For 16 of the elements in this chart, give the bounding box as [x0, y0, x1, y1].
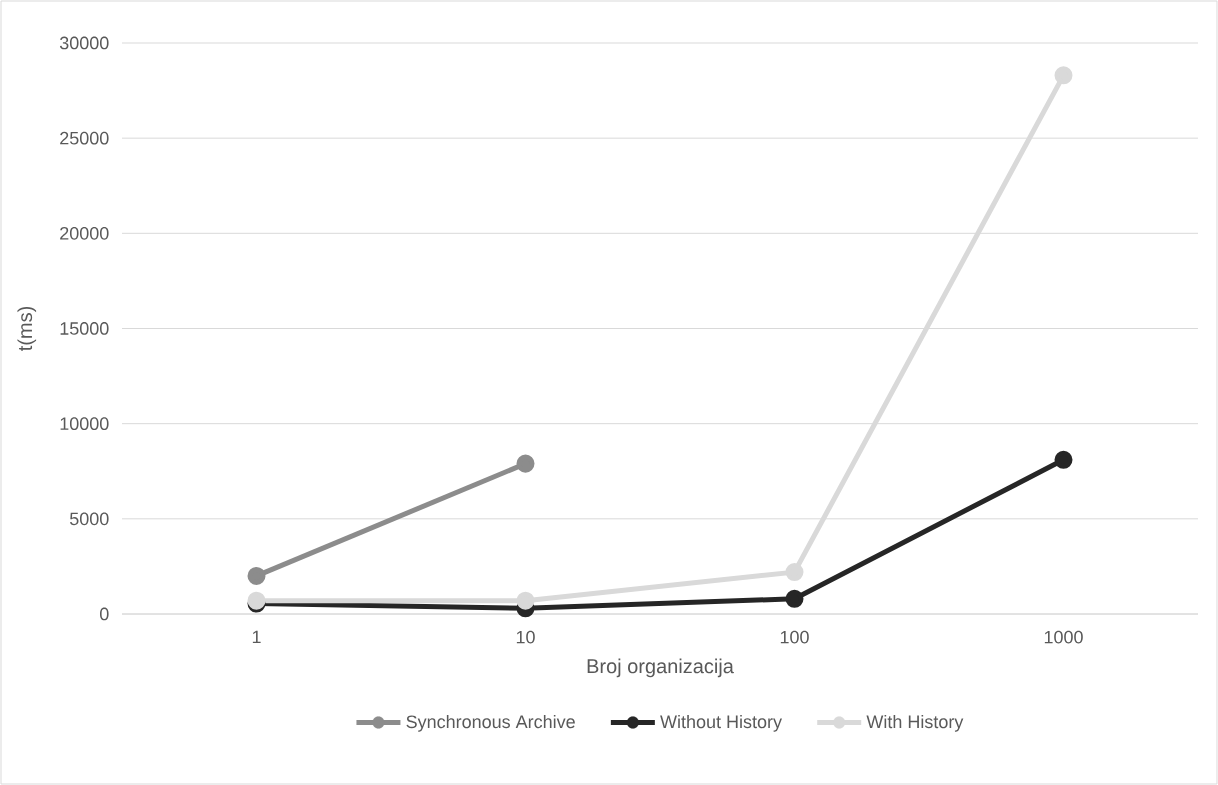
x-tick-label: 1: [252, 630, 261, 644]
y-tick-label: 30000: [59, 36, 109, 50]
x-axis-title: Broj organizacija: [587, 658, 734, 678]
y-tick-label: 25000: [60, 131, 109, 145]
x-tick-label: 10: [516, 630, 535, 644]
y-tick-label: 0: [100, 607, 109, 621]
y-tick-label: 15000: [60, 322, 109, 335]
legend-label: Without History: [660, 714, 782, 732]
legend-label: Synchronous Archive: [406, 714, 575, 732]
y-tick-label: 20000: [60, 226, 109, 240]
x-tick-label: 100: [780, 630, 809, 644]
legend-label: With History: [866, 714, 964, 732]
y-tick-label: 10000: [60, 417, 109, 431]
y-tick-label: 5000: [69, 512, 109, 526]
y-axis-title: t(ms): [17, 306, 37, 351]
x-tick-label: 1000: [1044, 630, 1083, 644]
